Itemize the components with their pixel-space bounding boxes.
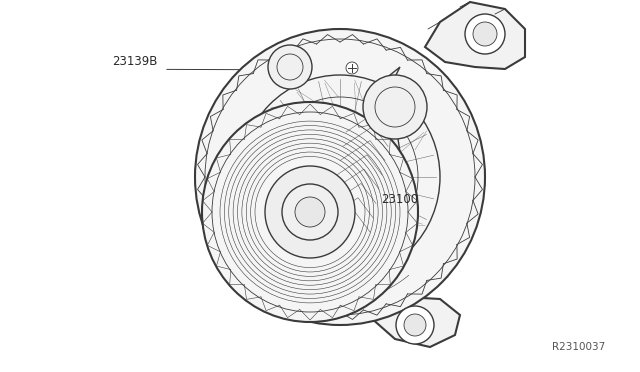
Ellipse shape (396, 306, 434, 344)
Polygon shape (359, 77, 404, 285)
Polygon shape (425, 2, 525, 69)
Text: 23139B: 23139B (112, 55, 157, 68)
Ellipse shape (265, 166, 355, 258)
Ellipse shape (318, 155, 362, 199)
Ellipse shape (282, 184, 338, 240)
Ellipse shape (465, 14, 505, 54)
Polygon shape (312, 65, 396, 291)
Ellipse shape (268, 45, 312, 89)
Ellipse shape (285, 121, 395, 233)
Circle shape (346, 62, 358, 74)
Text: R2310037: R2310037 (552, 341, 605, 352)
Ellipse shape (195, 29, 485, 325)
Text: 23100: 23100 (381, 193, 418, 205)
Polygon shape (370, 297, 460, 347)
Polygon shape (320, 67, 400, 292)
Ellipse shape (363, 75, 427, 139)
Ellipse shape (473, 22, 497, 46)
Ellipse shape (295, 197, 325, 227)
Ellipse shape (240, 75, 440, 279)
Ellipse shape (404, 314, 426, 336)
Ellipse shape (202, 102, 418, 322)
